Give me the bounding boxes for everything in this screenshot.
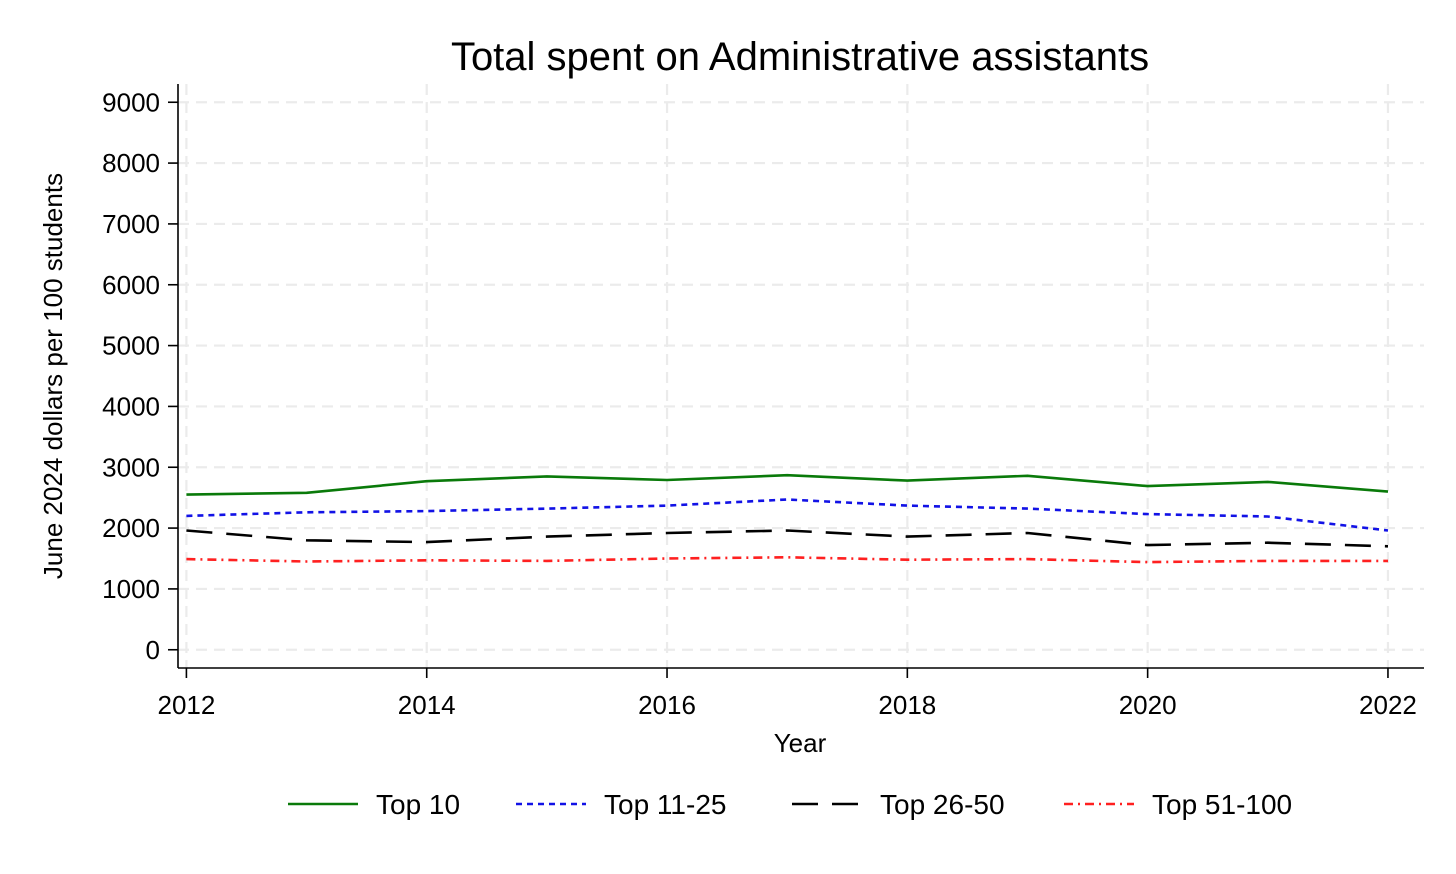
series-lines [186,473,1389,564]
legend-label-1: Top 10 [376,789,460,820]
x-tick-label: 2022 [1359,690,1417,720]
chart-title: Total spent on Administrative assistants [451,35,1149,79]
series-line-1 [186,473,1389,496]
legend: Top 10 Top 11-25 Top 26-50 Top 51-100 [288,789,1292,820]
series-line-4 [186,555,1388,564]
y-axis-label: June 2024 dollars per 100 students [38,173,68,579]
y-tick-label: 9000 [102,87,160,117]
y-tick-label: 4000 [102,391,160,421]
y-tick-label: 3000 [102,452,160,482]
series-line-3 [186,529,1389,548]
y-tick-label: 2000 [102,513,160,543]
legend-label-2: Top 11-25 [604,789,726,820]
x-tick-label: 2018 [878,690,936,720]
y-tick-label: 8000 [102,148,160,178]
y-tick-label: 6000 [102,270,160,300]
legend-label-3: Top 26-50 [880,789,1005,820]
x-axis-label: Year [774,728,827,758]
y-tick-label: 1000 [102,574,160,604]
grid [178,84,1424,668]
series-line-2 [186,498,1389,532]
y-tick-label: 7000 [102,209,160,239]
x-tick-label: 2020 [1119,690,1177,720]
x-tick-label: 2014 [398,690,456,720]
x-tick-label: 2016 [638,690,696,720]
axes: 0 1000 2000 3000 4000 5000 6000 7000 8000 9000 201… [102,84,1424,720]
y-tick-label: 0 [146,635,160,665]
y-tick-label: 5000 [102,331,160,361]
x-tick-label: 2012 [157,690,215,720]
legend-label-4: Top 51-100 [1152,789,1292,820]
